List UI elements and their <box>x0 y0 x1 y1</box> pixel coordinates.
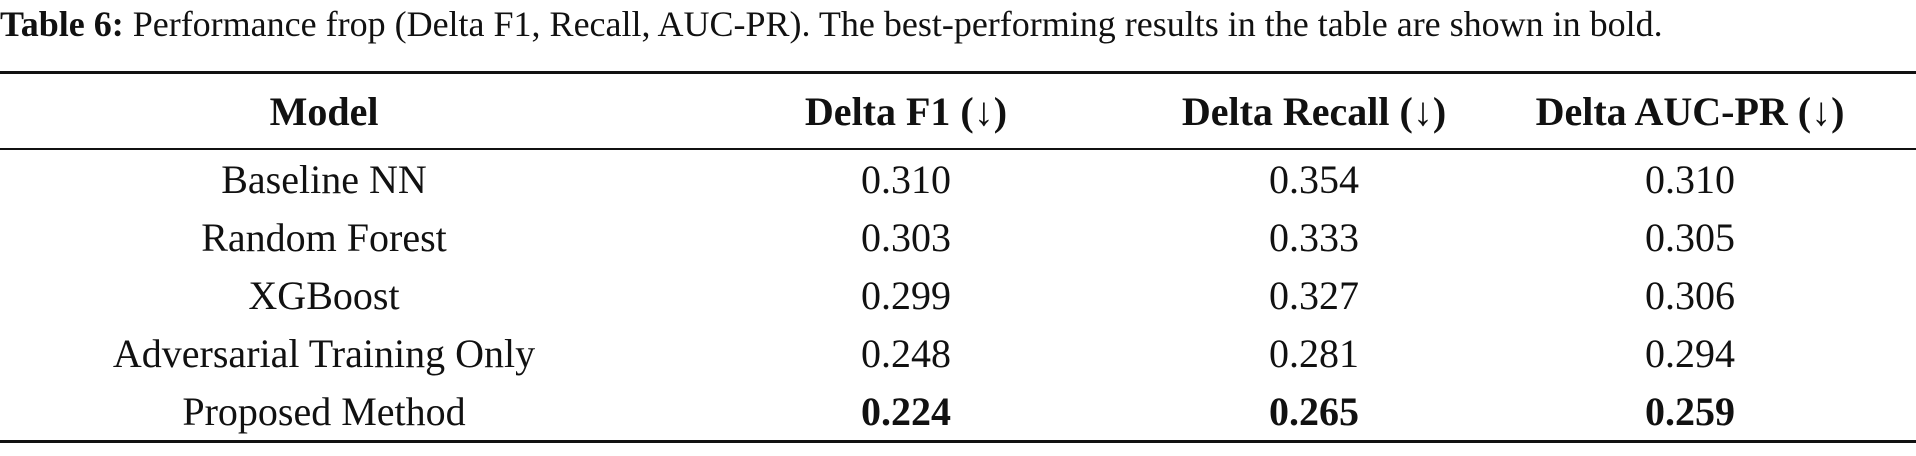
metric-value: 0.310 <box>861 156 951 202</box>
table-row: Baseline NN 0.310 0.354 0.310 <box>0 149 1916 208</box>
metric-value: 0.306 <box>1645 272 1735 318</box>
caption-label: Table 6: <box>0 4 124 44</box>
metric-value: 0.248 <box>861 330 951 376</box>
column-header: Delta Recall (↓) <box>1164 72 1464 150</box>
table-row: Random Forest 0.303 0.333 0.305 <box>0 208 1916 266</box>
model-name: Baseline NN <box>221 156 427 202</box>
metric-value: 0.333 <box>1269 214 1359 260</box>
model-name: Proposed Method <box>182 388 466 434</box>
metric-value: 0.259 <box>1645 388 1735 434</box>
metric-value: 0.299 <box>861 272 951 318</box>
caption: Table 6: Performance frop (Delta F1, Rec… <box>0 2 1916 46</box>
metric-value: 0.327 <box>1269 272 1359 318</box>
column-header: Delta AUC-PR (↓) <box>1464 72 1916 150</box>
metric-value: 0.224 <box>861 388 951 434</box>
metric-value: 0.305 <box>1645 214 1735 260</box>
table-row: XGBoost 0.299 0.327 0.306 <box>0 266 1916 324</box>
metric-value: 0.281 <box>1269 330 1359 376</box>
metric-value: 0.265 <box>1269 388 1359 434</box>
model-name: XGBoost <box>248 272 400 318</box>
metric-value: 0.310 <box>1645 156 1735 202</box>
table-row: Proposed Method 0.224 0.265 0.259 <box>0 382 1916 442</box>
header-row: Model Delta F1 (↓) Delta Recall (↓) Delta A… <box>0 72 1916 150</box>
table-row: Adversarial Training Only 0.248 0.281 0.294 <box>0 324 1916 382</box>
caption-text: Performance frop (Delta F1, Recall, AUC-… <box>132 4 1663 44</box>
metric-value: 0.294 <box>1645 330 1735 376</box>
column-header: Model <box>0 72 648 150</box>
model-name: Random Forest <box>201 214 447 260</box>
model-name: Adversarial Training Only <box>112 330 536 376</box>
metric-value: 0.354 <box>1269 156 1359 202</box>
column-header: Delta F1 (↓) <box>648 72 1164 150</box>
metric-value: 0.303 <box>861 214 951 260</box>
results-table: Model Delta F1 (↓) Delta Recall (↓) Delta A… <box>0 71 1916 443</box>
